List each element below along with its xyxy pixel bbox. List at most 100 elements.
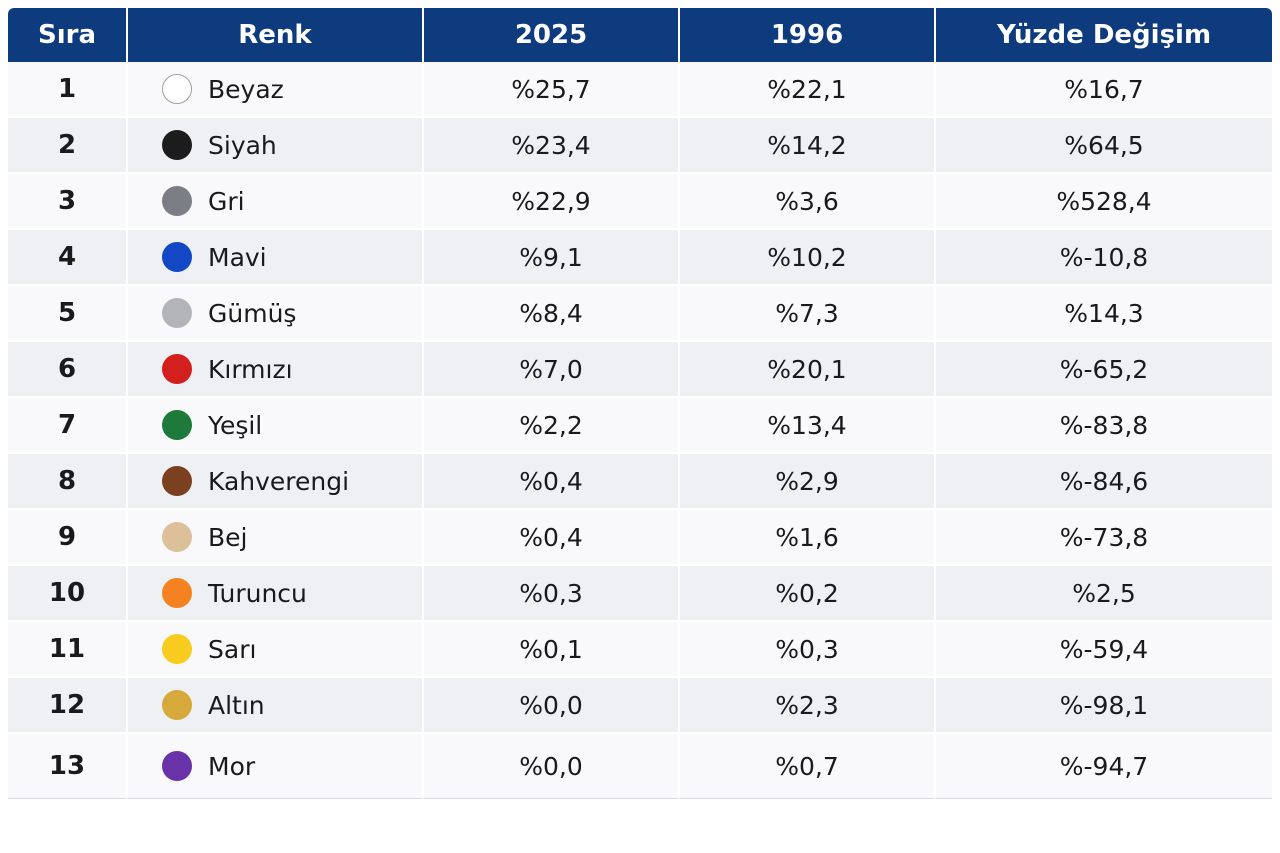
header-2025: 2025 — [424, 8, 680, 62]
color-cell: Altın — [128, 678, 424, 734]
table-body: 1 Beyaz %25,7 %22,1 %16,7 2 Siyah %23,4 %14,2 %64… — [8, 62, 1272, 799]
table-row: 7 Yeşil %2,2 %13,4 %-83,8 — [8, 398, 1272, 454]
color-cell-inner: Kırmızı — [128, 354, 422, 384]
color-swatch-icon — [162, 751, 192, 781]
color-swatch-icon — [162, 466, 192, 496]
color-swatch-icon — [162, 634, 192, 664]
percent-change-cell: %64,5 — [936, 118, 1272, 174]
value-2025-cell: %7,0 — [424, 342, 680, 398]
table-row: 4 Mavi %9,1 %10,2 %-10,8 — [8, 230, 1272, 286]
value-2025-cell: %23,4 — [424, 118, 680, 174]
color-cell-inner: Yeşil — [128, 410, 422, 440]
color-swatch-icon — [162, 242, 192, 272]
value-1996-cell: %14,2 — [680, 118, 936, 174]
color-swatch-icon — [162, 410, 192, 440]
table-row: 9 Bej %0,4 %1,6 %-73,8 — [8, 510, 1272, 566]
rank-cell: 6 — [8, 342, 128, 398]
rank-cell: 13 — [8, 734, 128, 799]
value-1996-cell: %13,4 — [680, 398, 936, 454]
color-cell-inner: Beyaz — [128, 74, 422, 104]
color-swatch-icon — [162, 354, 192, 384]
table-row: 12 Altın %0,0 %2,3 %-98,1 — [8, 678, 1272, 734]
rank-cell: 5 — [8, 286, 128, 342]
color-cell: Beyaz — [128, 62, 424, 118]
table-header: Sıra Renk 2025 1996 Yüzde Değişim — [8, 8, 1272, 62]
color-name: Yeşil — [208, 410, 263, 440]
color-cell-inner: Sarı — [128, 634, 422, 664]
percent-change-cell: %-73,8 — [936, 510, 1272, 566]
percent-change-cell: %2,5 — [936, 566, 1272, 622]
color-name: Bej — [208, 522, 248, 552]
table-row: 10 Turuncu %0,3 %0,2 %2,5 — [8, 566, 1272, 622]
percent-change-cell: %-98,1 — [936, 678, 1272, 734]
header-color: Renk — [128, 8, 424, 62]
value-2025-cell: %0,4 — [424, 454, 680, 510]
value-1996-cell: %0,2 — [680, 566, 936, 622]
color-cell: Turuncu — [128, 566, 424, 622]
color-cell-inner: Bej — [128, 522, 422, 552]
percent-change-cell: %-59,4 — [936, 622, 1272, 678]
color-cell-inner: Kahverengi — [128, 466, 422, 496]
color-cell-inner: Gri — [128, 186, 422, 216]
value-2025-cell: %2,2 — [424, 398, 680, 454]
value-2025-cell: %22,9 — [424, 174, 680, 230]
table-row: 11 Sarı %0,1 %0,3 %-59,4 — [8, 622, 1272, 678]
rank-cell: 11 — [8, 622, 128, 678]
value-2025-cell: %0,3 — [424, 566, 680, 622]
color-name: Mavi — [208, 242, 267, 272]
rank-cell: 1 — [8, 62, 128, 118]
percent-change-cell: %16,7 — [936, 62, 1272, 118]
rank-cell: 9 — [8, 510, 128, 566]
color-name: Gümüş — [208, 298, 297, 328]
color-cell-inner: Turuncu — [128, 578, 422, 608]
value-2025-cell: %0,1 — [424, 622, 680, 678]
color-swatch-icon — [162, 298, 192, 328]
value-1996-cell: %2,3 — [680, 678, 936, 734]
color-cell-inner: Mor — [128, 751, 422, 781]
color-cell: Gümüş — [128, 286, 424, 342]
color-cell: Mavi — [128, 230, 424, 286]
value-1996-cell: %0,3 — [680, 622, 936, 678]
color-swatch-icon — [162, 522, 192, 552]
header-1996: 1996 — [680, 8, 936, 62]
color-name: Kırmızı — [208, 354, 293, 384]
rank-cell: 7 — [8, 398, 128, 454]
value-2025-cell: %8,4 — [424, 286, 680, 342]
color-cell-inner: Mavi — [128, 242, 422, 272]
table-row: 6 Kırmızı %7,0 %20,1 %-65,2 — [8, 342, 1272, 398]
rank-cell: 10 — [8, 566, 128, 622]
value-1996-cell: %1,6 — [680, 510, 936, 566]
table-row: 2 Siyah %23,4 %14,2 %64,5 — [8, 118, 1272, 174]
color-name: Kahverengi — [208, 466, 350, 496]
color-cell: Gri — [128, 174, 424, 230]
car-color-table: Sıra Renk 2025 1996 Yüzde Değişim 1 Beyaz… — [8, 8, 1272, 799]
color-swatch-icon — [162, 690, 192, 720]
color-name: Altın — [208, 690, 265, 720]
percent-change-cell: %528,4 — [936, 174, 1272, 230]
rank-cell: 8 — [8, 454, 128, 510]
color-name: Sarı — [208, 634, 257, 664]
value-1996-cell: %0,7 — [680, 734, 936, 799]
percent-change-cell: %-65,2 — [936, 342, 1272, 398]
table-row: 1 Beyaz %25,7 %22,1 %16,7 — [8, 62, 1272, 118]
percent-change-cell: %-10,8 — [936, 230, 1272, 286]
color-swatch-icon — [162, 130, 192, 160]
table-row: 3 Gri %22,9 %3,6 %528,4 — [8, 174, 1272, 230]
color-cell: Mor — [128, 734, 424, 799]
value-1996-cell: %10,2 — [680, 230, 936, 286]
percent-change-cell: %14,3 — [936, 286, 1272, 342]
header-rank: Sıra — [8, 8, 128, 62]
table-row: 5 Gümüş %8,4 %7,3 %14,3 — [8, 286, 1272, 342]
percent-change-cell: %-83,8 — [936, 398, 1272, 454]
color-name: Gri — [208, 186, 245, 216]
value-1996-cell: %7,3 — [680, 286, 936, 342]
color-cell: Siyah — [128, 118, 424, 174]
color-cell: Kırmızı — [128, 342, 424, 398]
value-2025-cell: %0,0 — [424, 734, 680, 799]
color-swatch-icon — [162, 74, 192, 104]
value-2025-cell: %0,0 — [424, 678, 680, 734]
value-1996-cell: %20,1 — [680, 342, 936, 398]
color-cell-inner: Gümüş — [128, 298, 422, 328]
table-row: 13 Mor %0,0 %0,7 %-94,7 — [8, 734, 1272, 799]
rank-cell: 4 — [8, 230, 128, 286]
